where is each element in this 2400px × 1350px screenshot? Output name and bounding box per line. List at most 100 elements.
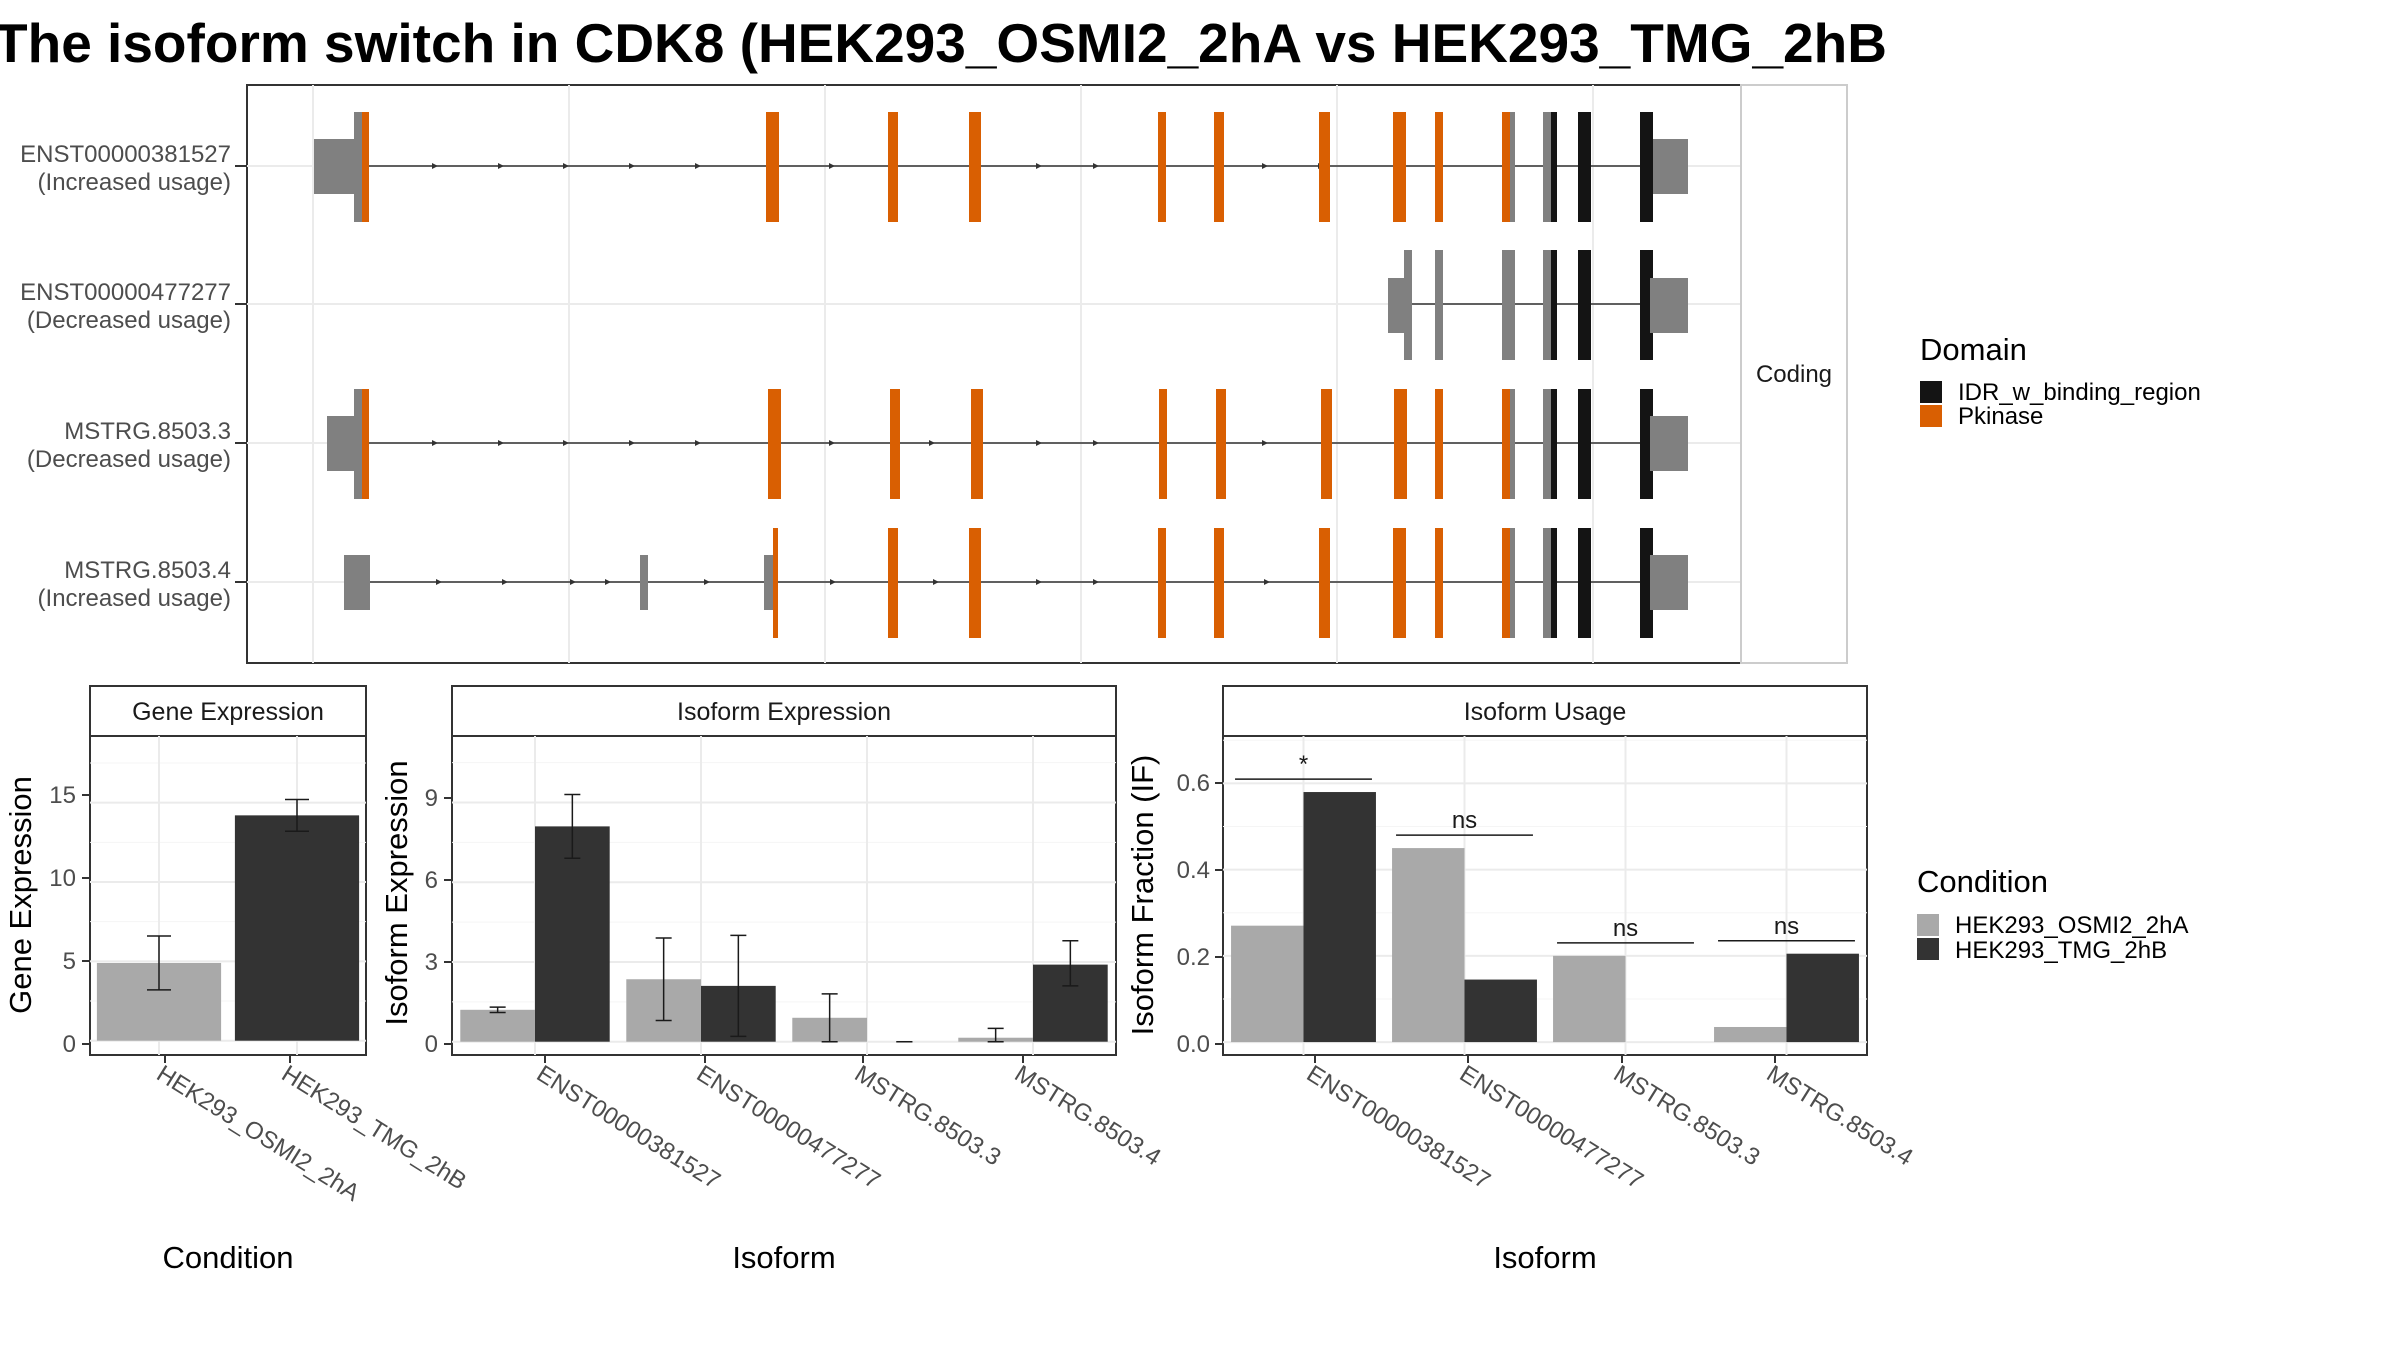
pkinase-exon — [1214, 528, 1224, 638]
y-tick-label: 10 — [49, 865, 76, 892]
isoform-usage-marks: * ns ns ns — [1223, 736, 1867, 1055]
bar — [1303, 792, 1376, 1043]
y-tick-label: 5 — [63, 948, 76, 975]
legend-label: HEK293_OSMI2_2hA — [1955, 912, 2188, 939]
pkinase-exon — [1216, 389, 1226, 499]
bar — [1553, 955, 1626, 1043]
bar — [535, 826, 610, 1042]
y-tick-label: 0.6 — [1177, 770, 1210, 797]
y-axis-title: Gene Expression — [3, 776, 38, 1014]
idr-exon — [1578, 112, 1591, 222]
y-tick-labels: 0.0 0.2 0.4 0.6 — [1177, 770, 1210, 1058]
pkinase-exon — [1502, 389, 1511, 499]
x-tick-label: MSTRG.8503.3 — [850, 1060, 1006, 1171]
coding-exon — [1510, 112, 1515, 222]
pkinase-exon — [766, 112, 779, 222]
idr-exon — [1578, 528, 1591, 638]
figure-title: The isoform switch in CDK8 (HEK293_OSMI2… — [0, 12, 1887, 74]
legend-swatch-osmi — [1917, 914, 1939, 936]
utr-exon — [327, 416, 357, 471]
y-tick-label: 0.0 — [1177, 1031, 1210, 1058]
structure-panel: Coding ENST00000381527 (Increased usage)… — [20, 84, 1848, 664]
y-tick-label: 0 — [63, 1031, 76, 1058]
y-axis-title: Isoform Expression — [379, 760, 414, 1025]
pkinase-exon — [1321, 389, 1332, 499]
pkinase-exon — [888, 528, 898, 638]
structure-panel-border — [246, 84, 1742, 664]
intron-arrows — [436, 579, 1270, 585]
utr-exon — [1650, 278, 1688, 333]
panel-strip-title: Isoform Usage — [1464, 698, 1627, 726]
y-tick-label: 9 — [425, 785, 438, 812]
gene-expression-marks — [90, 736, 366, 1055]
coding-exon — [1543, 250, 1552, 360]
coding-exon — [1543, 389, 1552, 499]
idr-exon — [1640, 250, 1653, 360]
row-label-id: MSTRG.8503.3 — [64, 418, 231, 445]
pkinase-exon — [1393, 528, 1406, 638]
row-label-id: MSTRG.8503.4 — [64, 557, 231, 584]
idr-exon — [1551, 528, 1557, 638]
pkinase-exon — [969, 112, 981, 222]
idr-exon — [1551, 250, 1557, 360]
pkinase-exon — [1394, 389, 1407, 499]
panel-strip-title: Isoform Expression — [677, 698, 891, 726]
bar — [1786, 953, 1859, 1043]
coding-exon — [1502, 250, 1515, 360]
row-label-id: ENST00000381527 — [20, 141, 231, 168]
row-label-id: ENST00000477277 — [20, 279, 231, 306]
panel-strip — [451, 685, 1117, 737]
x-tick-labels: ENST00000381527 ENST00000477277 MSTRG.85… — [532, 1060, 1166, 1195]
legend-swatch-pkinase — [1920, 405, 1942, 427]
legend-label: Pkinase — [1958, 403, 2043, 430]
row-label-usage: (Increased usage) — [38, 169, 231, 196]
utr-exon — [344, 555, 370, 610]
intron-arrows — [432, 440, 1268, 446]
x-tick-label: MSTRG.8503.3 — [1609, 1060, 1765, 1171]
condition-legend: Condition HEK293_OSMI2_2hA HEK293_TMG_2h… — [1917, 864, 2188, 964]
y-tick-label: 0.2 — [1177, 944, 1210, 971]
condition-legend-title: Condition — [1917, 864, 2048, 899]
coding-exon — [354, 112, 364, 222]
bar — [460, 1009, 535, 1042]
legend-label: HEK293_TMG_2hB — [1955, 937, 2167, 964]
idr-exon — [1551, 389, 1557, 499]
idr-exon — [1578, 250, 1591, 360]
coding-exon — [1510, 528, 1515, 638]
bar — [1714, 1026, 1787, 1043]
pkinase-exon — [1319, 528, 1330, 638]
pkinase-exon — [362, 389, 369, 499]
x-tick-labels: HEK293_OSMI2_2hA HEK293_TMG_2hB — [152, 1060, 471, 1207]
pkinase-exon — [1214, 112, 1224, 222]
row-label-usage: (Decreased usage) — [27, 446, 231, 473]
utr-exon — [314, 139, 356, 194]
y-tick-label: 0.4 — [1177, 857, 1210, 884]
isoform-usage-panel: Isoform Usage * ns ns ns 0.0 0.2 0.4 0.6 EN… — [1125, 685, 1918, 1275]
y-axis-title: Isoform Fraction (IF) — [1125, 755, 1160, 1036]
significance-label: ns — [1774, 913, 1799, 940]
isoform-expression-marks — [452, 736, 1116, 1055]
panel-strip — [89, 685, 367, 737]
pkinase-exon — [773, 528, 778, 638]
y-tick-label: 3 — [425, 949, 438, 976]
utr-exon — [764, 555, 775, 610]
pkinase-exon — [1502, 528, 1511, 638]
coding-exon — [1543, 112, 1552, 222]
significance-label: * — [1299, 751, 1308, 778]
transcript-track — [314, 112, 1688, 222]
transcript-track — [344, 528, 1688, 638]
idr-exon — [1640, 528, 1653, 638]
isoform-expression-panel: Isoform Expression 0 3 6 9 ENST000003815… — [379, 685, 1166, 1275]
y-tick-label: 6 — [425, 867, 438, 894]
pkinase-exon — [1158, 112, 1166, 222]
legend-swatch-idr — [1920, 381, 1942, 403]
utr-exon — [1388, 278, 1408, 333]
legend-label: IDR_w_binding_region — [1958, 379, 2201, 406]
pkinase-exon — [1158, 528, 1166, 638]
pkinase-exon — [888, 112, 898, 222]
significance-label: ns — [1613, 915, 1638, 942]
bar — [1392, 848, 1465, 1043]
panel-strip-title: Gene Expression — [132, 698, 324, 726]
pkinase-exon — [1435, 389, 1443, 499]
idr-exon — [1640, 389, 1653, 499]
